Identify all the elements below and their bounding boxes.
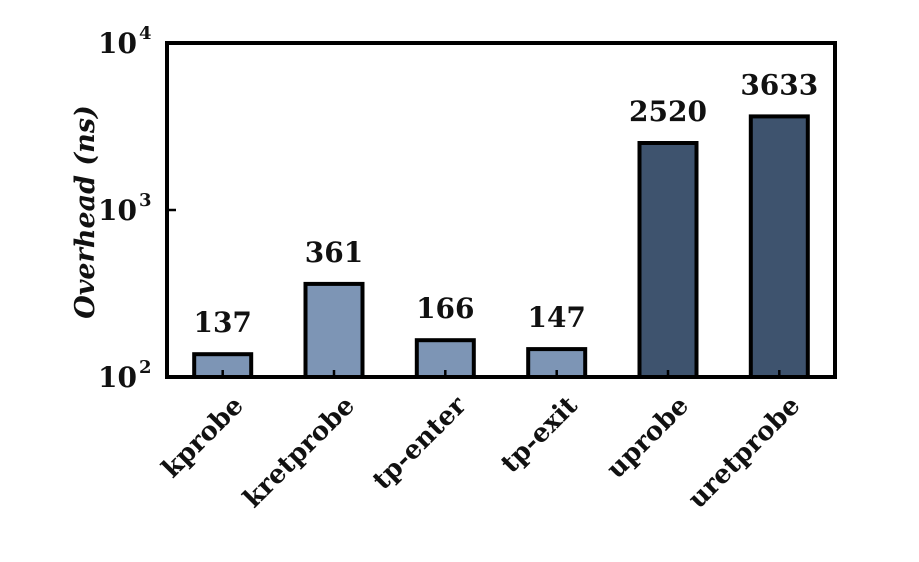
- y-tick-label-100: 10: [98, 361, 137, 394]
- x-tick-label-tp-exit: tp-exit: [495, 391, 583, 479]
- x-tick-label-kretprobe: kretprobe: [238, 391, 361, 514]
- x-tick-label-uprobe: uprobe: [601, 391, 695, 485]
- y-tick-label-1000: 10: [98, 194, 137, 227]
- plot-frame: [165, 41, 837, 379]
- bars-layer: [192, 114, 810, 380]
- y-tick-exponent-1000: 3: [139, 190, 152, 211]
- x-tick-label-uretprobe: uretprobe: [682, 391, 806, 515]
- data-label-uprobe: 2520: [629, 95, 707, 128]
- y-tick-exponent-10000: 4: [139, 23, 152, 44]
- bar-uprobe: [637, 141, 699, 379]
- y-axis-label: Overhead (ns): [70, 105, 101, 319]
- x-tick-label-tp-enter: tp-enter: [367, 391, 472, 496]
- bar-tp-enter: [414, 338, 476, 380]
- bar-uretprobe: [748, 114, 810, 380]
- data-label-kretprobe: 361: [305, 236, 363, 269]
- data-label-uretprobe: 3633: [740, 68, 818, 101]
- data-label-tp-enter: 166: [416, 292, 474, 325]
- data-labels-layer: 137 361 166 147 2520 3633: [193, 68, 818, 339]
- y-tick-exponent-100: 2: [139, 357, 152, 378]
- x-tick-label-kprobe: kprobe: [156, 391, 249, 484]
- bar-kretprobe: [303, 281, 365, 379]
- data-label-kprobe: 137: [193, 306, 251, 339]
- data-label-tp-exit: 147: [527, 301, 585, 334]
- y-tick-label-10000: 10: [98, 27, 137, 60]
